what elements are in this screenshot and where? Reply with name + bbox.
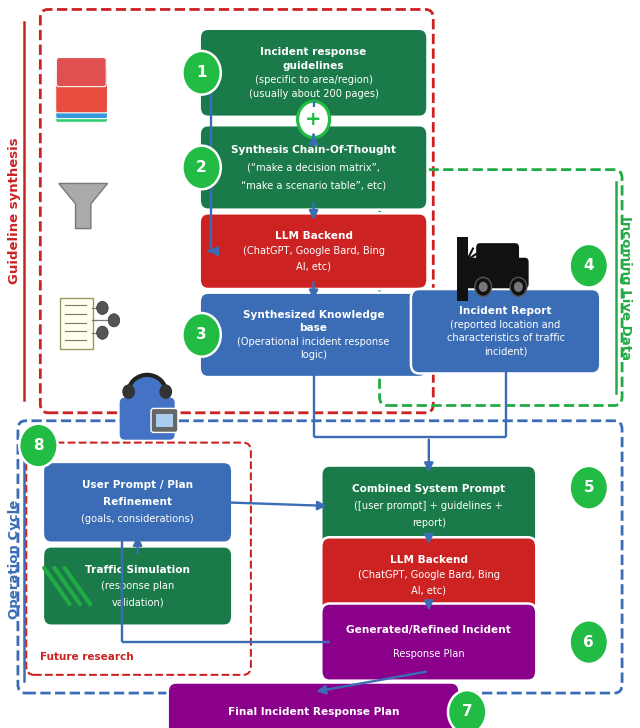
Text: characteristics of traffic: characteristics of traffic [447, 333, 564, 343]
Text: User Prompt / Plan: User Prompt / Plan [82, 480, 193, 491]
Text: (specific to area/region): (specific to area/region) [255, 75, 372, 85]
Circle shape [510, 277, 527, 296]
Text: Generated/Refined Incident: Generated/Refined Incident [346, 625, 511, 635]
FancyBboxPatch shape [56, 78, 108, 119]
FancyBboxPatch shape [120, 397, 175, 440]
Text: Incident response: Incident response [260, 47, 367, 57]
Circle shape [298, 101, 330, 138]
Circle shape [122, 384, 135, 399]
Circle shape [182, 313, 221, 357]
Circle shape [182, 146, 221, 189]
Text: AI, etc): AI, etc) [296, 261, 331, 272]
Text: Synthesized Knowledge: Synthesized Knowledge [243, 309, 385, 320]
Text: (usually about 200 pages): (usually about 200 pages) [249, 89, 378, 99]
Text: (“make a decision matrix”,: (“make a decision matrix”, [247, 162, 380, 173]
Text: (reported location and: (reported location and [451, 320, 561, 330]
FancyBboxPatch shape [56, 68, 108, 113]
Text: Final Incident Response Plan: Final Incident Response Plan [228, 707, 399, 717]
Text: 1: 1 [196, 66, 207, 80]
Text: ([user prompt] + guidelines +: ([user prompt] + guidelines + [355, 501, 503, 511]
Text: (ChatGPT, Google Bard, Bing: (ChatGPT, Google Bard, Bing [243, 246, 385, 256]
Text: 4: 4 [584, 258, 594, 273]
Circle shape [570, 620, 608, 664]
Text: LLM Backend: LLM Backend [390, 555, 468, 565]
Circle shape [570, 466, 608, 510]
Text: (Operational incident response: (Operational incident response [237, 336, 390, 347]
FancyBboxPatch shape [60, 298, 93, 349]
Text: Operation Cycle: Operation Cycle [8, 499, 21, 619]
Text: Synthesis Chain-Of-Thought: Synthesis Chain-Of-Thought [231, 145, 396, 154]
Circle shape [182, 51, 221, 95]
Text: LLM Backend: LLM Backend [275, 231, 353, 241]
Polygon shape [59, 183, 108, 229]
Circle shape [19, 424, 58, 467]
FancyBboxPatch shape [168, 683, 460, 728]
Text: (ChatGPT, Google Bard, Bing: (ChatGPT, Google Bard, Bing [358, 570, 500, 580]
Circle shape [108, 314, 120, 327]
Circle shape [479, 282, 488, 292]
Circle shape [514, 282, 523, 292]
Circle shape [97, 301, 108, 314]
FancyBboxPatch shape [156, 414, 173, 427]
FancyBboxPatch shape [200, 28, 428, 116]
FancyBboxPatch shape [56, 90, 108, 122]
Text: Refinement: Refinement [103, 497, 172, 507]
Text: incident): incident) [484, 347, 527, 357]
Text: guidelines: guidelines [283, 60, 344, 71]
FancyBboxPatch shape [321, 604, 536, 681]
FancyBboxPatch shape [457, 237, 468, 301]
Text: Incident Report: Incident Report [460, 306, 552, 316]
Text: 5: 5 [584, 480, 594, 495]
Text: (response plan: (response plan [101, 581, 174, 591]
Text: +: + [305, 110, 322, 129]
FancyBboxPatch shape [476, 243, 519, 268]
FancyBboxPatch shape [463, 258, 529, 288]
Text: Guideline synthesis: Guideline synthesis [8, 138, 21, 285]
FancyBboxPatch shape [321, 537, 536, 613]
Text: (goals, considerations): (goals, considerations) [81, 514, 194, 524]
Text: Traffic Simulation: Traffic Simulation [85, 564, 190, 574]
Text: Future research: Future research [40, 652, 134, 662]
Text: Incoming Live Data: Incoming Live Data [619, 215, 632, 360]
Text: AI, etc): AI, etc) [412, 585, 446, 596]
FancyBboxPatch shape [411, 289, 600, 373]
Text: 3: 3 [196, 328, 207, 342]
FancyBboxPatch shape [200, 213, 428, 289]
FancyBboxPatch shape [56, 58, 106, 87]
Text: report): report) [412, 518, 446, 528]
Text: base: base [300, 323, 328, 333]
Circle shape [97, 326, 108, 339]
FancyBboxPatch shape [200, 293, 428, 377]
Circle shape [159, 384, 172, 399]
FancyBboxPatch shape [43, 462, 232, 542]
Text: “make a scenario table”, etc): “make a scenario table”, etc) [241, 181, 386, 190]
Circle shape [131, 373, 164, 411]
Text: Combined System Prompt: Combined System Prompt [352, 484, 506, 494]
Text: validation): validation) [111, 598, 164, 608]
FancyBboxPatch shape [43, 546, 232, 626]
Text: 2: 2 [196, 160, 207, 175]
Text: 7: 7 [462, 705, 472, 719]
Circle shape [475, 277, 492, 296]
Text: 8: 8 [33, 438, 44, 453]
Circle shape [570, 244, 608, 288]
Circle shape [448, 690, 486, 728]
Text: Response Plan: Response Plan [393, 649, 465, 659]
Text: logic): logic) [300, 350, 327, 360]
Text: 6: 6 [584, 635, 594, 649]
FancyBboxPatch shape [321, 466, 536, 546]
FancyBboxPatch shape [200, 125, 428, 210]
FancyBboxPatch shape [151, 408, 178, 432]
